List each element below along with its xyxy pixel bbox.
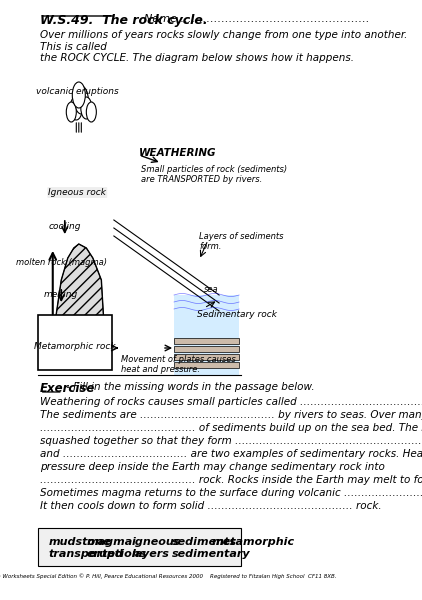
Text: KS3 Science Revision Worksheets Special Edition © P. Hill, Pearce Educational Re: KS3 Science Revision Worksheets Special … (0, 573, 337, 578)
Text: ……………………………………… rock. Rocks inside the Earth may melt to form ………………………: ……………………………………… rock. Rocks inside the E… (40, 475, 422, 485)
Text: cooling: cooling (49, 222, 81, 231)
Text: The sediments are ………………………………… by rivers to seas. Over many years: The sediments are ………………………………… by river… (40, 410, 422, 420)
FancyBboxPatch shape (174, 346, 239, 352)
Circle shape (81, 97, 92, 119)
Text: Sedimentary rock: Sedimentary rock (197, 310, 276, 319)
Text: layers: layers (131, 549, 169, 559)
FancyBboxPatch shape (38, 315, 112, 370)
Text: It then cools down to form solid …………………………………… rock.: It then cools down to form solid …………………… (40, 501, 381, 511)
Text: W.S.49.  The rock cycle.: W.S.49. The rock cycle. (40, 14, 207, 27)
Text: Small particles of rock (sediments)
are TRANSPORTED by rivers.: Small particles of rock (sediments) are … (141, 165, 287, 184)
Text: Weathering of rocks causes small particles called ……………………………… to form.: Weathering of rocks causes small particl… (40, 397, 422, 407)
Text: Name ……………………………………………: Name …………………………………………… (144, 14, 370, 24)
Text: Over millions of years rocks slowly change from one type into another. This is c: Over millions of years rocks slowly chan… (40, 30, 407, 63)
Circle shape (72, 82, 85, 108)
Text: eruptions: eruptions (87, 549, 146, 559)
Text: sediments: sediments (171, 537, 236, 547)
FancyBboxPatch shape (174, 362, 239, 368)
Text: Sometimes magma returns to the surface during volcanic ……………………………………: Sometimes magma returns to the surface d… (40, 488, 422, 498)
Text: sea: sea (204, 285, 219, 294)
Circle shape (70, 96, 82, 120)
Text: igneous: igneous (131, 537, 181, 547)
Text: sedimentary: sedimentary (171, 549, 250, 559)
Text: mudstone: mudstone (49, 537, 111, 547)
Polygon shape (174, 295, 239, 375)
Text: melting: melting (44, 290, 78, 299)
Text: WEATHERING: WEATHERING (139, 148, 216, 158)
Text: Movement of plates causes
heat and pressure.: Movement of plates causes heat and press… (122, 355, 236, 374)
Text: Metamorphic rock: Metamorphic rock (34, 342, 116, 351)
Text: Igneous rock: Igneous rock (48, 188, 106, 197)
Text: and ……………………………… are two examples of sedimentary rocks. Heat and: and ……………………………… are two examples of sed… (40, 449, 422, 459)
FancyBboxPatch shape (38, 528, 241, 566)
Text: pressure deep inside the Earth may change sedimentary rock into: pressure deep inside the Earth may chang… (40, 462, 384, 472)
Text: metamorphic: metamorphic (211, 537, 295, 547)
Text: magma: magma (87, 537, 133, 547)
Text: Layers of sediments
form.: Layers of sediments form. (199, 232, 284, 251)
Text: volcanic eruptions: volcanic eruptions (36, 87, 119, 96)
Polygon shape (49, 244, 106, 365)
Circle shape (74, 86, 88, 114)
Text: transported: transported (49, 549, 124, 559)
Text: - Fill in the missing words in the passage below.: - Fill in the missing words in the passa… (63, 382, 314, 392)
Circle shape (66, 102, 76, 122)
FancyBboxPatch shape (174, 338, 239, 344)
Text: ……………………………………… of sediments build up on the sea bed. The sediments are: ……………………………………… of sediments build up on… (40, 423, 422, 433)
Text: Exercise: Exercise (40, 382, 95, 395)
Text: molten rock (magma): molten rock (magma) (16, 258, 107, 267)
FancyBboxPatch shape (174, 354, 239, 360)
Circle shape (87, 102, 96, 122)
Text: squashed together so that they form ……………………………………………… rocks. Sandstone: squashed together so that they form …………… (40, 436, 422, 446)
